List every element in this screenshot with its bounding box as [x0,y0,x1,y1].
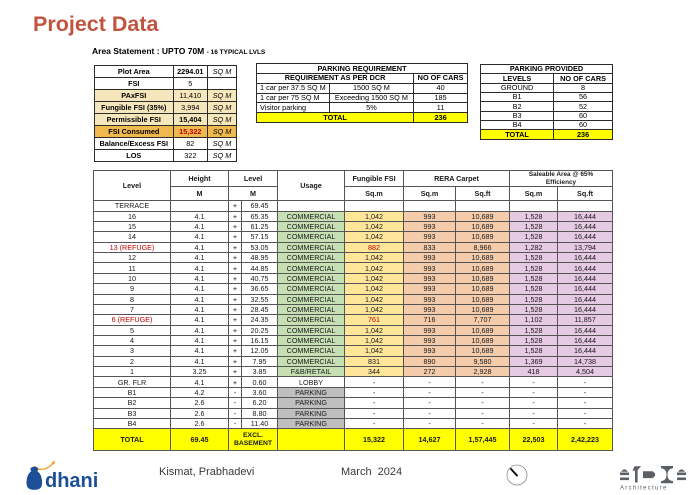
svg-text:dhani: dhani [45,470,98,492]
svg-text:Architecture: Architecture [620,486,668,492]
